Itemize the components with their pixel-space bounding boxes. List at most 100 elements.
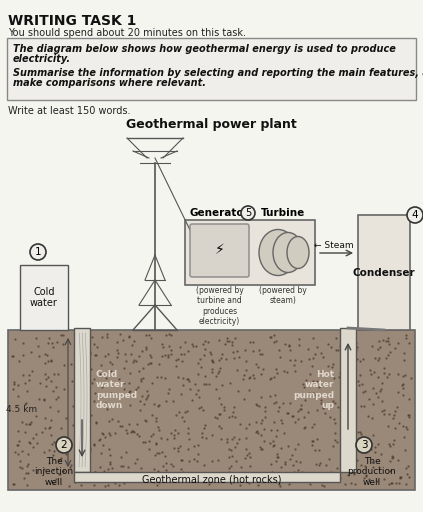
Point	[191, 455, 198, 463]
Point	[144, 472, 151, 480]
Point	[277, 463, 284, 471]
Point	[391, 424, 398, 432]
Point	[111, 429, 118, 437]
Point	[307, 370, 313, 378]
Point	[105, 444, 112, 453]
Point	[135, 383, 142, 391]
Point	[19, 417, 25, 425]
Point	[45, 424, 52, 432]
Point	[126, 420, 133, 428]
Point	[347, 386, 354, 394]
Point	[380, 406, 387, 414]
Point	[150, 465, 157, 474]
Point	[184, 407, 190, 415]
Point	[249, 347, 256, 355]
Point	[212, 385, 219, 393]
Point	[198, 364, 204, 372]
Point	[233, 457, 240, 465]
Point	[396, 479, 403, 487]
Point	[198, 429, 205, 437]
Point	[223, 435, 230, 443]
Point	[226, 413, 233, 421]
Point	[126, 379, 133, 387]
Point	[395, 370, 401, 378]
Text: Generator: Generator	[190, 208, 250, 218]
Bar	[340, 328, 356, 472]
Point	[310, 389, 316, 397]
Point	[195, 393, 202, 401]
Point	[140, 438, 146, 446]
Point	[42, 374, 49, 382]
Point	[275, 453, 281, 461]
Point	[178, 350, 185, 358]
Point	[169, 462, 176, 470]
Point	[308, 469, 315, 477]
Point	[154, 423, 161, 431]
Point	[170, 444, 177, 452]
Point	[83, 422, 90, 431]
Point	[62, 450, 69, 458]
Point	[186, 376, 192, 385]
Point	[114, 353, 121, 361]
Point	[369, 400, 376, 408]
Point	[47, 377, 54, 385]
Point	[297, 458, 304, 466]
Point	[247, 453, 253, 461]
Point	[299, 468, 305, 477]
Point	[96, 370, 103, 378]
Point	[214, 456, 221, 464]
Point	[395, 389, 401, 397]
Point	[268, 468, 275, 476]
Point	[292, 367, 299, 375]
Point	[258, 445, 265, 454]
Point	[151, 451, 158, 459]
Text: Turbine: Turbine	[261, 208, 305, 218]
Point	[131, 459, 138, 467]
Point	[319, 481, 325, 489]
Point	[201, 423, 207, 432]
Point	[217, 410, 223, 418]
Point	[179, 413, 185, 421]
Point	[250, 371, 257, 379]
Point	[282, 460, 288, 468]
Point	[242, 454, 249, 462]
Point	[308, 422, 315, 431]
Point	[343, 372, 349, 380]
Point	[275, 472, 282, 480]
Point	[288, 471, 294, 479]
Point	[144, 393, 151, 401]
Point	[342, 422, 349, 431]
Point	[168, 346, 174, 354]
Point	[74, 463, 81, 472]
Point	[47, 416, 54, 424]
Bar	[8, 330, 415, 490]
Point	[339, 359, 346, 368]
Point	[374, 440, 381, 449]
Point	[123, 448, 129, 456]
Point	[334, 403, 341, 411]
Point	[107, 358, 113, 366]
Point	[237, 481, 244, 489]
Point	[290, 461, 297, 469]
Point	[209, 431, 216, 439]
Point	[313, 407, 320, 415]
Point	[310, 377, 316, 385]
Point	[376, 343, 383, 351]
Point	[179, 477, 185, 485]
Point	[28, 348, 35, 356]
Point	[349, 379, 355, 387]
Point	[331, 415, 338, 423]
Point	[123, 429, 130, 437]
Point	[168, 429, 175, 437]
Point	[53, 475, 60, 483]
Point	[333, 464, 340, 472]
Point	[323, 461, 330, 470]
Point	[99, 392, 105, 400]
Point	[137, 377, 144, 386]
Point	[389, 454, 396, 462]
Point	[291, 467, 298, 476]
Point	[182, 338, 189, 346]
Point	[209, 365, 216, 373]
Point	[259, 365, 266, 373]
Point	[246, 479, 253, 487]
